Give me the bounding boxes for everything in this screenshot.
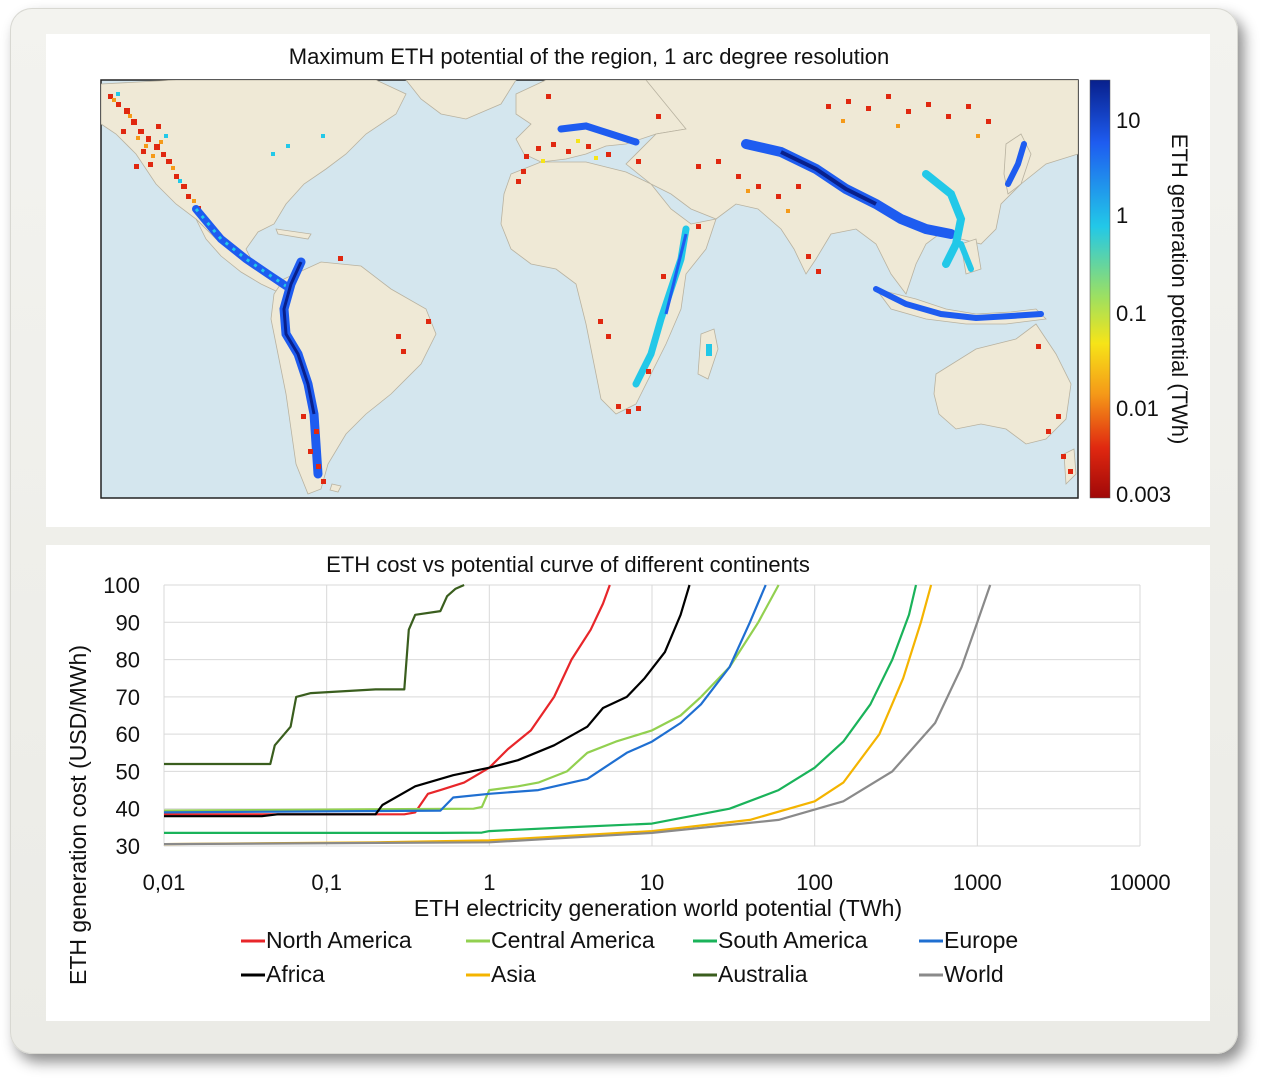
chart-ticks: 30 40 50 60 70 80 90 100 0,01 0,1 1 10 100 1000 10000 — [103, 573, 1170, 895]
chart-series — [163, 583, 992, 846]
y-tick-label: 100 — [103, 573, 140, 598]
map-svg: Maximum ETH potential of the region, 1 a… — [100, 44, 1192, 507]
north-america-shape — [101, 80, 407, 260]
series-line-world — [163, 584, 992, 846]
legend-label-asia: Asia — [491, 961, 536, 987]
chart-grid — [163, 584, 1141, 847]
series-line-asia — [163, 584, 933, 846]
y-tick-label: 40 — [116, 797, 140, 822]
chart-panel: ETH cost vs potential curve of different… — [46, 545, 1210, 1021]
chart-svg: ETH cost vs potential curve of different… — [65, 552, 1171, 987]
series-line-australia — [164, 583, 465, 766]
falklands-shape — [329, 483, 342, 493]
chart-legend: North America Central America South Americ… — [241, 927, 1018, 987]
x-axis-label: ETH electricity generation world potenti… — [414, 895, 902, 921]
caribbean-shape — [275, 228, 312, 240]
x-tick-label: 1 — [483, 870, 495, 895]
series-line-south-america — [164, 584, 918, 834]
map-potential-dots — [108, 92, 1073, 484]
y-tick-label: 90 — [116, 610, 140, 635]
australia-shape — [933, 323, 1072, 445]
series-line-europe — [163, 584, 767, 814]
map-title: Maximum ETH potential of the region, 1 a… — [289, 44, 889, 69]
y-tick-label: 80 — [116, 648, 140, 673]
series-line-central-america — [163, 584, 780, 812]
chart-title: ETH cost vs potential curve of different… — [326, 552, 810, 577]
x-tick-label: 10000 — [1109, 870, 1170, 895]
legend-label-central-america: Central America — [491, 927, 655, 953]
colorbar-tick-0.1: 0.1 — [1116, 301, 1147, 326]
new-zealand-shape — [1063, 448, 1077, 485]
colorbar-tick-1: 1 — [1116, 203, 1128, 228]
y-tick-label: 30 — [116, 834, 140, 859]
legend-label-africa: Africa — [266, 961, 325, 987]
philippines-shape — [960, 238, 982, 275]
y-tick-label: 60 — [116, 722, 140, 747]
map-panel: Maximum ETH potential of the region, 1 a… — [46, 34, 1210, 527]
series-line-africa — [164, 584, 691, 818]
x-tick-label: 0,1 — [311, 870, 342, 895]
legend-label-europe: Europe — [944, 927, 1018, 953]
colorbar-tick-0.01: 0.01 — [1116, 396, 1159, 421]
colorbar — [1089, 79, 1111, 499]
colorbar-tick-0.003: 0.003 — [1116, 482, 1171, 507]
colorbar-label: ETH generation potential (TWh) — [1167, 134, 1192, 445]
x-tick-label: 1000 — [953, 870, 1002, 895]
colorbar-tick-10: 10 — [1116, 108, 1140, 133]
legend-label-australia: Australia — [718, 961, 808, 987]
x-tick-label: 0,01 — [143, 870, 186, 895]
y-tick-label: 50 — [116, 759, 140, 784]
x-tick-label: 10 — [640, 870, 664, 895]
legend-label-north-america: North America — [266, 927, 412, 953]
greenland-shape — [405, 80, 517, 120]
legend-label-south-america: South America — [718, 927, 868, 953]
x-tick-label: 100 — [796, 870, 833, 895]
y-axis-label: ETH generation cost (USD/MWh) — [65, 645, 91, 985]
legend-label-world: World — [944, 961, 1004, 987]
y-tick-label: 70 — [116, 685, 140, 710]
